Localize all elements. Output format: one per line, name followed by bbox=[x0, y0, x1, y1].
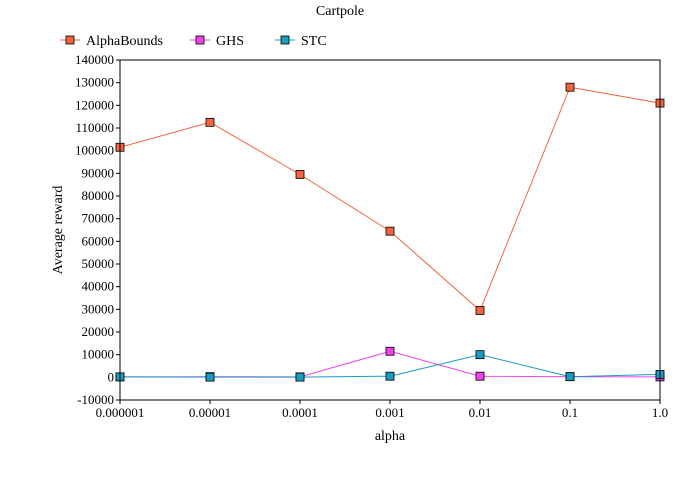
y-tick-label: 30000 bbox=[82, 301, 115, 316]
data-point-ghs bbox=[475, 371, 485, 381]
y-tick-label: 50000 bbox=[82, 256, 115, 271]
legend: AlphaBounds GHS STC bbox=[60, 34, 327, 49]
data-point-stc bbox=[565, 372, 575, 382]
y-tick-label: 10000 bbox=[82, 347, 115, 362]
plot-area-frame bbox=[119, 59, 661, 401]
series-line-alphabounds bbox=[119, 86, 661, 312]
data-point-stc bbox=[385, 371, 395, 381]
y-axis-title: Average reward bbox=[51, 186, 66, 275]
legend-marker-ghs bbox=[195, 35, 205, 45]
y-tick-label: 60000 bbox=[82, 233, 115, 248]
y-tick-label: 0 bbox=[108, 369, 115, 384]
x-tick-label: 0.01 bbox=[469, 405, 492, 420]
y-tick-label: 140000 bbox=[75, 52, 114, 67]
y-tick-label: 120000 bbox=[75, 97, 114, 112]
y-tick-label: 110000 bbox=[75, 120, 114, 135]
legend-marker-alphabounds bbox=[65, 35, 75, 45]
data-point-alphabounds bbox=[385, 226, 395, 236]
legend-label-alphabounds: AlphaBounds bbox=[86, 34, 163, 49]
legend-marker-stc bbox=[280, 35, 290, 45]
y-tick-label: 70000 bbox=[82, 211, 115, 226]
x-tick-label: 0.001 bbox=[375, 405, 404, 420]
y-tick-label: 100000 bbox=[75, 143, 114, 158]
legend-label-ghs: GHS bbox=[216, 34, 244, 49]
data-point-stc bbox=[205, 372, 215, 382]
x-tick-label: 0.0001 bbox=[282, 405, 318, 420]
data-point-alphabounds bbox=[565, 82, 575, 92]
data-point-stc bbox=[295, 372, 305, 382]
x-axis-ticks: 0.000001 0.00001 0.0001 0.001 0.01 0.1 1.0 bbox=[96, 400, 668, 420]
series-layer bbox=[115, 82, 665, 382]
y-tick-label: 130000 bbox=[75, 75, 114, 90]
y-tick-label: 80000 bbox=[82, 188, 115, 203]
chart-title: Cartpole bbox=[316, 4, 364, 19]
data-point-stc bbox=[475, 350, 485, 360]
x-tick-label: 0.1 bbox=[562, 405, 578, 420]
data-point-alphabounds bbox=[205, 117, 215, 127]
x-tick-label: 0.000001 bbox=[96, 405, 145, 420]
data-point-alphabounds bbox=[475, 306, 485, 315]
y-tick-label: -10000 bbox=[77, 392, 114, 407]
y-tick-label: 20000 bbox=[82, 324, 115, 339]
x-axis-title: alpha bbox=[375, 429, 406, 444]
legend-label-stc: STC bbox=[301, 34, 327, 49]
data-point-ghs bbox=[385, 346, 395, 356]
y-tick-label: 40000 bbox=[82, 279, 115, 294]
data-point-alphabounds bbox=[295, 170, 305, 179]
y-tick-label: 90000 bbox=[82, 165, 115, 180]
x-tick-label: 0.00001 bbox=[189, 405, 231, 420]
x-tick-label: 1.0 bbox=[652, 405, 668, 420]
y-axis-ticks: -10000 0 10000 20000 30000 40000 50000 60000 700… bbox=[75, 52, 120, 407]
